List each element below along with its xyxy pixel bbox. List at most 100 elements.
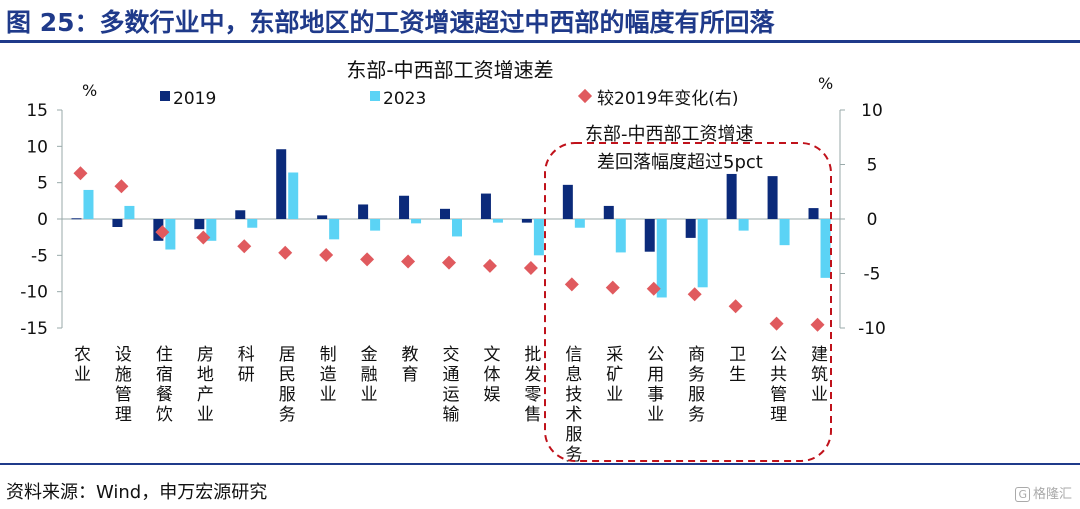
change-marker (401, 254, 416, 269)
category-label: 采矿业 (606, 345, 623, 405)
bar-2019 (521, 219, 532, 223)
right-tick-label: 0 (867, 210, 878, 230)
bar-2019 (317, 215, 328, 219)
change-marker (114, 179, 129, 194)
change-marker (73, 166, 88, 181)
right-axis-unit: % (818, 74, 833, 93)
left-tick-label: -10 (20, 283, 48, 303)
chart-title: 东部-中西部工资增速差 (346, 58, 553, 82)
left-tick-label: 5 (37, 174, 48, 194)
bar-2023 (656, 219, 667, 298)
plot-area: 15 10 5 0 -5 -10 -15 10 5 0 -5 -10 农业 设施管理 住宿餐饮 房地产业 科研居… (20, 101, 886, 465)
change-marker (442, 255, 456, 270)
source-divider (0, 463, 1080, 465)
bar-2023 (533, 219, 544, 256)
left-axis-unit: % (82, 81, 97, 100)
legend-label-2023: 2023 (383, 89, 426, 109)
page-title: 图 25：多数行业中，东部地区的工资增速超过中西部的幅度有所回落 (6, 8, 775, 37)
change-marker (564, 277, 579, 292)
legend: 2019 2023 较2019年变化(右) (160, 88, 739, 109)
source-note: 资料来源：Wind，申万宏源研究 (6, 482, 268, 503)
watermark: G 格隆汇 (1015, 483, 1072, 502)
bar-2023 (452, 219, 462, 237)
bar-2019 (194, 219, 205, 230)
change-marker (523, 261, 538, 276)
change-marker (360, 252, 375, 267)
category-label: 居民服务 (279, 345, 296, 425)
bar-2023 (370, 219, 381, 231)
bar-2023 (574, 219, 585, 228)
left-tick-label: -5 (31, 246, 48, 266)
bar-2023 (124, 205, 135, 219)
category-label: 信息技术服务 (565, 345, 582, 465)
bar-2019 (562, 184, 573, 219)
category-label: 金融业 (361, 345, 378, 405)
left-tick-label: 15 (26, 101, 48, 121)
bar-2019 (112, 219, 123, 227)
bar-2023 (697, 219, 708, 288)
annotation: 东部-中西部工资增速 差回落幅度超过5pct (544, 124, 832, 462)
category-label: 卫生 (729, 345, 746, 385)
bar-2023 (206, 219, 217, 241)
bar-2023 (247, 219, 258, 228)
category-label: 公共管理 (770, 345, 787, 425)
category-label: 文体娱 (483, 345, 500, 405)
bar-2023 (329, 219, 340, 240)
legend-label-2019: 2019 (173, 89, 216, 109)
legend-swatch-change (577, 88, 593, 104)
chart: 东部-中西部工资增速差 % % 2019 2023 较2019年变化(右) 15… (20, 58, 886, 465)
category-label: 公用事业 (647, 345, 664, 425)
change-marker (155, 225, 170, 240)
annotation-line-1: 东部-中西部工资增速 (585, 124, 754, 145)
category-label: 教育 (402, 345, 419, 385)
bar-2019 (685, 219, 696, 238)
change-marker (278, 245, 293, 260)
bar-2019 (767, 176, 778, 219)
legend-swatch-2019 (160, 91, 170, 101)
bar-2019 (808, 208, 819, 219)
bar-2019 (440, 208, 450, 219)
change-marker (196, 230, 211, 245)
bar-2023 (738, 219, 749, 231)
bar-2023 (165, 219, 176, 250)
bar-2019 (726, 173, 737, 219)
bar-2019 (276, 149, 287, 219)
category-label: 农业 (74, 345, 91, 385)
category-label: 制造业 (320, 345, 337, 405)
change-marker (728, 299, 743, 314)
bar-2023 (820, 219, 831, 278)
right-tick-label: -10 (858, 319, 886, 339)
bar-2019 (358, 204, 369, 219)
change-marker (687, 287, 702, 302)
legend-label-change: 较2019年变化(右) (597, 89, 739, 109)
right-tick-label: 5 (867, 156, 878, 176)
annotation-dashed-box (544, 142, 832, 462)
category-label: 科研 (238, 345, 255, 385)
bar-2019 (480, 193, 491, 219)
watermark-text: 格隆汇 (1032, 487, 1072, 502)
left-tick-label: -15 (20, 319, 48, 339)
bar-2023 (615, 219, 626, 253)
bar-2023 (288, 172, 299, 219)
bar-2019 (235, 210, 246, 219)
right-tick-label: 10 (861, 101, 883, 121)
category-label: 设施管理 (115, 345, 132, 425)
bar-2023 (83, 189, 94, 219)
bar-2023 (411, 219, 422, 224)
bar-2019 (71, 218, 82, 220)
left-tick-label: 10 (26, 137, 48, 157)
change-marker (810, 317, 825, 332)
category-label: 住宿餐饮 (156, 345, 173, 425)
bar-2023 (779, 219, 790, 246)
bar-2019 (603, 205, 614, 219)
right-tick-label: -5 (864, 265, 881, 285)
change-marker (319, 247, 334, 262)
left-tick-label: 0 (37, 210, 48, 230)
category-label: 房地产业 (197, 345, 214, 425)
change-marker (237, 239, 252, 254)
bar-2019 (399, 195, 410, 219)
title-divider (0, 40, 1080, 43)
watermark-logo-icon: G (1015, 487, 1030, 502)
change-marker (646, 281, 661, 296)
change-marker (605, 280, 620, 295)
